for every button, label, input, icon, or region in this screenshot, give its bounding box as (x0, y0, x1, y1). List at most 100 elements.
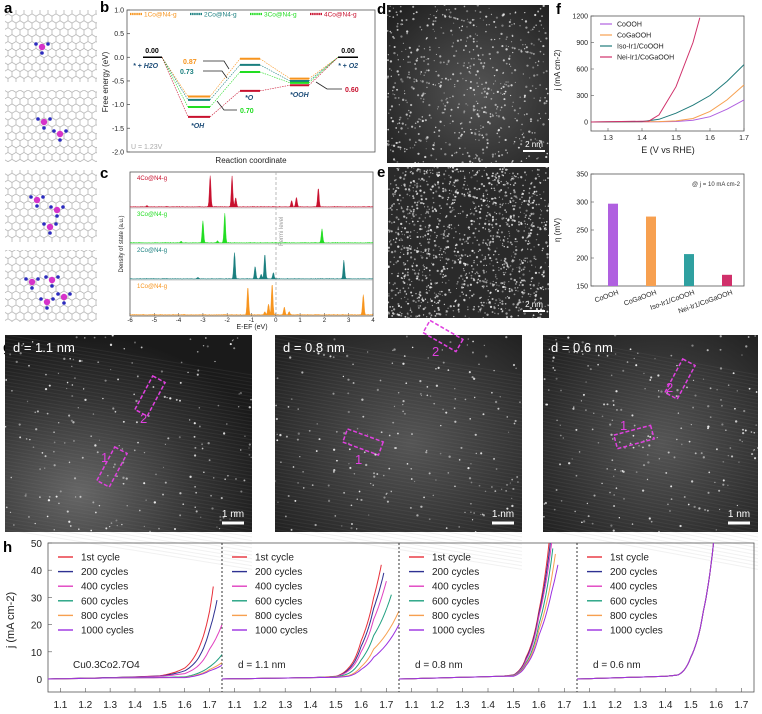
atom-spot (417, 133, 420, 136)
atom-spot (745, 345, 748, 348)
legend-label: 1000 cycles (81, 626, 134, 637)
atom-spot (479, 308, 482, 311)
atom-spot (677, 412, 680, 414)
stem-image-e: 2 nm (387, 166, 550, 319)
atom-spot (418, 125, 421, 128)
atom-spot (408, 138, 412, 141)
atom-spot (499, 239, 501, 241)
atom-spot (72, 358, 75, 361)
atom-spot (518, 307, 520, 309)
atom-spot (458, 309, 460, 311)
atom-spot (439, 293, 441, 296)
atom-spot (417, 272, 420, 275)
x-tick-label: 1.4 (481, 700, 495, 711)
atom-spot (455, 243, 458, 246)
atom-spot (397, 123, 399, 125)
atom-spot (505, 62, 508, 65)
lattice-fringe (542, 410, 759, 452)
atom-spot (721, 404, 723, 407)
atom-spot (537, 60, 540, 62)
lattice-fringe (274, 424, 523, 466)
atom-spot (229, 343, 232, 346)
atom-spot (399, 65, 401, 68)
atom-spot (416, 185, 419, 188)
atom-spot (97, 361, 100, 364)
atom-spot (390, 105, 394, 108)
atom-spot (478, 274, 481, 278)
atom-spot (454, 195, 457, 198)
atom-spot (486, 211, 489, 214)
atom-spot (276, 439, 279, 442)
atom-spot (648, 444, 651, 447)
atom-spot (514, 195, 518, 198)
lattice-fringe (274, 381, 523, 423)
lattice-fringe (542, 334, 759, 376)
atom-spot (722, 483, 725, 486)
atom-spot (530, 52, 533, 55)
atom-spot (90, 529, 93, 532)
atom-spot (482, 239, 485, 241)
atom-spot (494, 211, 496, 214)
atom-spot (453, 250, 456, 253)
atom-spot (442, 265, 445, 268)
atom-spot (403, 246, 406, 249)
atom-spot (448, 174, 450, 177)
atom-spot (477, 54, 480, 57)
atom-spot (457, 224, 460, 226)
atom-spot (501, 24, 504, 27)
atom-spot (387, 54, 389, 56)
x-tick-label: 1.1 (405, 700, 419, 711)
atom-spot (81, 456, 84, 459)
atom-spot (410, 315, 412, 317)
atom-spot (472, 105, 476, 108)
atom-spot (649, 379, 652, 381)
atom-spot (542, 288, 545, 291)
atom-spot (432, 23, 435, 26)
atom-spot (401, 277, 403, 280)
atom-spot (427, 58, 430, 60)
atom-spot (44, 455, 47, 458)
atom-spot (508, 63, 511, 65)
atom-spot (478, 130, 480, 132)
atom-spot (104, 379, 107, 382)
nitrogen-atom (55, 214, 59, 218)
atom-spot (472, 37, 475, 40)
atom-spot (468, 120, 472, 124)
atom-spot (497, 128, 500, 132)
atom-spot (433, 142, 435, 144)
atom-spot (533, 74, 536, 77)
atom-spot (495, 468, 498, 470)
atom-spot (474, 433, 477, 436)
atom-spot (238, 393, 240, 395)
atom-spot (476, 113, 479, 116)
atom-spot (527, 232, 530, 235)
atom-spot (443, 230, 446, 232)
lattice-fringe (4, 341, 253, 383)
atom-spot (414, 63, 417, 65)
atom-spot (445, 170, 447, 172)
atom-spot (406, 249, 409, 252)
atom-spot (399, 10, 402, 13)
atom-spot (392, 35, 394, 38)
atom-spot (502, 285, 505, 289)
atom-spot (543, 53, 545, 55)
atom-spot (152, 386, 155, 388)
atom-spot (71, 384, 74, 386)
atom-spot (431, 209, 435, 213)
atom-spot (401, 19, 403, 22)
atom-spot (442, 408, 444, 411)
atom-spot (458, 27, 461, 29)
connector-3Co@N4-g (259, 71, 291, 84)
atom-spot (402, 400, 405, 403)
series-label: 4Co@N4-g (137, 176, 167, 182)
lattice-fringe (274, 489, 523, 531)
atom-spot (419, 189, 422, 192)
atom-spot (402, 42, 404, 44)
atom-spot (391, 137, 393, 139)
nitrogen-atom (30, 286, 34, 290)
connector-3Co@N4-g (209, 71, 241, 108)
atom-spot (410, 307, 412, 309)
atom-spot (481, 92, 483, 94)
lattice-fringe (542, 442, 759, 484)
atom-spot (216, 526, 218, 528)
